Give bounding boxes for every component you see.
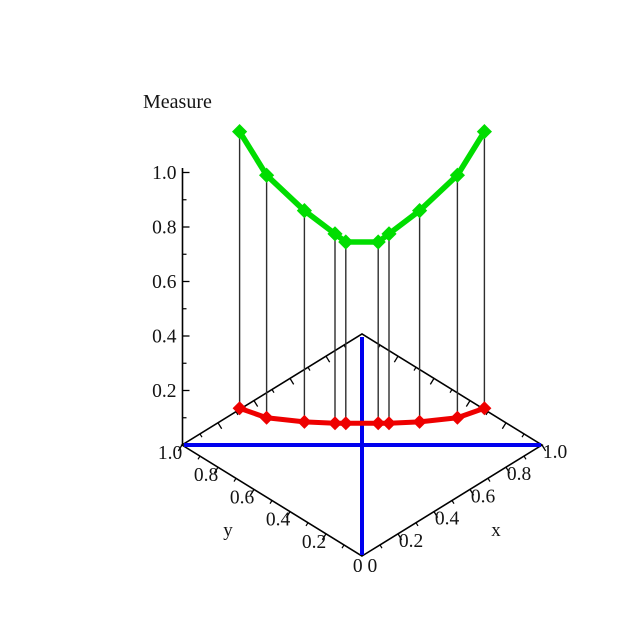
x-tick-label: 0.6 bbox=[471, 486, 496, 507]
y-axis-tick-labels: 0.2 0.4 0.6 0.8 1.0 bbox=[158, 443, 326, 553]
x-tick-label: 0.2 bbox=[399, 531, 423, 552]
z-tick-label: 0.2 bbox=[152, 381, 176, 402]
z-tick-label: 0.8 bbox=[152, 218, 176, 239]
drop-lines bbox=[238, 131, 486, 424]
y-tick-label: 0.4 bbox=[266, 510, 291, 531]
lower-measure-series bbox=[232, 401, 492, 431]
y-tick-label: 1.0 bbox=[158, 443, 182, 464]
y-axis-label: y bbox=[223, 520, 233, 541]
z-tick-label: 0.4 bbox=[152, 327, 177, 348]
x-tick-label: 0.4 bbox=[435, 509, 460, 530]
plot-generated-layers: 0.20.40.60.81.00.20.40.60.81.00.20.40.60… bbox=[152, 124, 567, 557]
z-tick-label: 0.6 bbox=[152, 272, 177, 293]
base-edges bbox=[180, 333, 544, 557]
z-tick-label: 1.0 bbox=[152, 163, 176, 184]
x-axis-tick-labels: 0.2 0.4 0.6 0.8 1.0 bbox=[399, 442, 567, 552]
origin-label: 0 0 bbox=[353, 556, 377, 577]
y-tick-label: 0.6 bbox=[230, 487, 255, 508]
upper-measure-series bbox=[232, 124, 492, 250]
z-axis-title: Measure bbox=[143, 91, 212, 113]
y-tick-label: 0.8 bbox=[194, 465, 218, 486]
x-axis-label: x bbox=[491, 520, 501, 541]
base-diagonal-lines bbox=[184, 337, 541, 555]
y-tick-label: 0.2 bbox=[302, 532, 326, 553]
z-axis: 0.2 0.4 0.6 0.8 1.0 bbox=[152, 163, 190, 445]
x-tick-label: 0.8 bbox=[507, 464, 531, 485]
x-tick-label: 1.0 bbox=[543, 442, 567, 463]
